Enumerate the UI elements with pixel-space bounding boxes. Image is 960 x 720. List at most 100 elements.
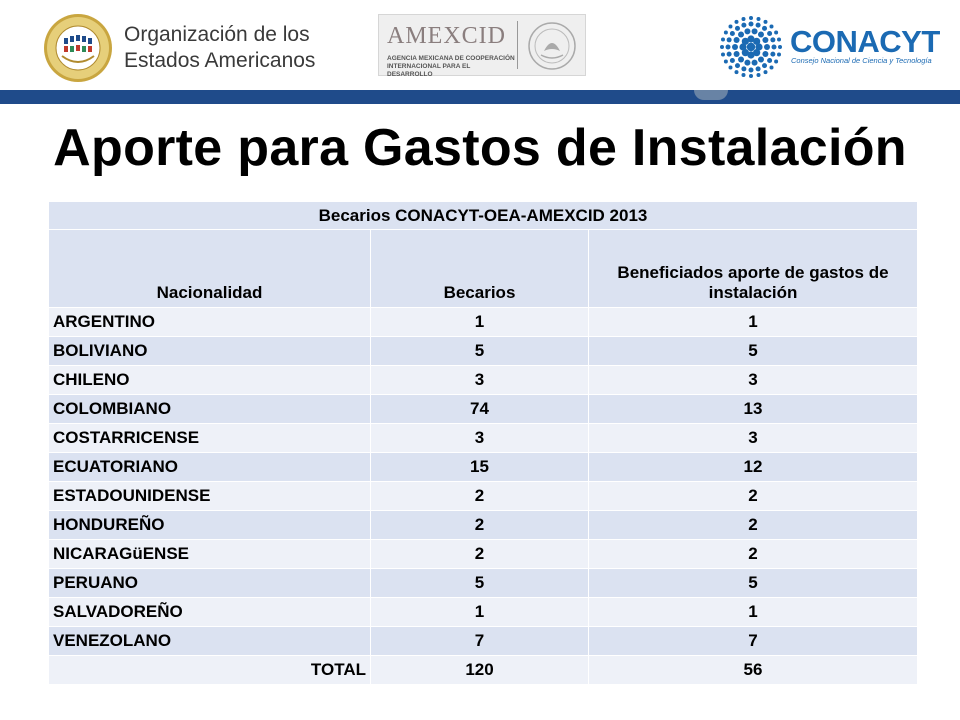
logo-dot (741, 49, 749, 57)
logo-dot (777, 52, 782, 57)
cell-nacionalidad: HONDUREÑO (48, 510, 371, 540)
table-row: ECUATORIANO 15 12 (48, 452, 918, 482)
logo-dot (774, 59, 779, 64)
total-beneficiados: 56 (588, 655, 918, 685)
logo-dot (747, 35, 755, 43)
cell-beneficiados: 3 (588, 423, 918, 453)
logo-dot (732, 44, 738, 50)
logo-dot (756, 16, 761, 21)
cell-becarios: 3 (370, 365, 589, 395)
cell-nacionalidad: PERUANO (48, 568, 371, 598)
oea-name-line1: Organización de los (124, 23, 310, 46)
cell-beneficiados: 1 (588, 307, 918, 337)
logo-dot (746, 42, 756, 52)
logo-dot (763, 70, 768, 75)
table-row: VENEZOLANO 7 7 (48, 626, 918, 656)
logo-dot (741, 22, 747, 28)
cell-nacionalidad: ARGENTINO (48, 307, 371, 337)
logo-dot (739, 43, 747, 51)
table-header-row: Nacionalidad Becarios Beneficiados aport… (48, 229, 918, 308)
cell-becarios: 1 (370, 597, 589, 627)
logo-dot (756, 73, 761, 78)
logo-dot (741, 37, 749, 45)
logo-dot (755, 66, 761, 72)
logo-dot (734, 25, 740, 31)
logo-dot (734, 70, 739, 75)
oea-name: Organización de los Estados Americanos (124, 22, 315, 74)
table-row: SALVADOREÑO 1 1 (48, 597, 918, 627)
logo-dot (726, 51, 732, 57)
amexcid-name: AMEXCID (387, 23, 506, 49)
logo-dot (749, 16, 753, 20)
cell-beneficiados: 13 (588, 394, 918, 424)
logo-dot (725, 44, 731, 50)
logo-dot (753, 37, 761, 45)
cell-beneficiados: 2 (588, 510, 918, 540)
logo-dot (757, 31, 764, 38)
table-row: NICARAGüENSE 2 2 (48, 539, 918, 569)
cell-nacionalidad: ECUATORIANO (48, 452, 371, 482)
logo-dot (733, 50, 740, 57)
cell-nacionalidad: NICARAGüENSE (48, 539, 371, 569)
logo-dot (757, 56, 764, 63)
logo-dot (769, 24, 774, 29)
header-beneficiados: Beneficiados aporte de gastos de instala… (588, 229, 918, 308)
cell-becarios: 5 (370, 336, 589, 366)
total-becarios: 120 (370, 655, 589, 685)
becarios-table: Becarios CONACYT-OEA-AMEXCID 2013 Nacion… (48, 201, 918, 685)
logo-dot (748, 21, 754, 27)
table-row: COSTARRICENSE 3 3 (48, 423, 918, 453)
logo-dot (751, 59, 758, 66)
table-row: ARGENTINO 1 1 (48, 307, 918, 337)
logo-dot (762, 50, 769, 57)
cell-beneficiados: 7 (588, 626, 918, 656)
logo-dot (744, 28, 751, 35)
logo-dot (729, 30, 735, 36)
logo-dot (734, 63, 740, 69)
cell-becarios: 2 (370, 510, 589, 540)
amexcid-divider (517, 21, 518, 69)
logo-dot (767, 30, 773, 36)
conacyt-subtitle: Consejo Nacional de Ciencia y Tecnología (791, 56, 932, 65)
cell-becarios: 15 (370, 452, 589, 482)
cell-beneficiados: 3 (588, 365, 918, 395)
logo-dot (747, 51, 755, 59)
cell-nacionalidad: ESTADOUNIDENSE (48, 481, 371, 511)
logo-dot (751, 28, 758, 35)
logo-dot (741, 73, 746, 78)
cell-beneficiados: 12 (588, 452, 918, 482)
logo-dot (753, 49, 761, 57)
logo-dot (728, 65, 733, 70)
total-row: TOTAL 120 56 (48, 655, 918, 685)
logo-dot (778, 45, 782, 49)
logo-dot (723, 59, 728, 64)
cell-beneficiados: 1 (588, 597, 918, 627)
table-row: PERUANO 5 5 (48, 568, 918, 598)
conacyt-dots-logo (720, 16, 782, 78)
logo-dot (755, 43, 763, 51)
logo-dot (738, 56, 745, 63)
cell-nacionalidad: BOLIVIANO (48, 336, 371, 366)
logo-dot (763, 19, 768, 24)
logo-dot (762, 25, 768, 31)
accent-swoosh (694, 90, 728, 100)
logo-dot (728, 24, 733, 29)
cell-nacionalidad: COLOMBIANO (48, 394, 371, 424)
cell-beneficiados: 5 (588, 336, 918, 366)
mexico-seal-icon (528, 22, 576, 70)
cell-beneficiados: 2 (588, 539, 918, 569)
cell-becarios: 2 (370, 481, 589, 511)
cell-becarios: 7 (370, 626, 589, 656)
cell-becarios: 74 (370, 394, 589, 424)
logo-dot (764, 44, 770, 50)
logo-dot (723, 30, 728, 35)
cell-nacionalidad: SALVADOREÑO (48, 597, 371, 627)
logo-dot (770, 51, 776, 57)
table-row: HONDUREÑO 2 2 (48, 510, 918, 540)
table-caption: Becarios CONACYT-OEA-AMEXCID 2013 (48, 201, 918, 230)
oea-name-line2: Estados Americanos (124, 49, 316, 72)
logo-dot (774, 30, 779, 35)
logo-dot (749, 74, 753, 78)
cell-nacionalidad: COSTARRICENSE (48, 423, 371, 453)
logo-dot (770, 37, 776, 43)
